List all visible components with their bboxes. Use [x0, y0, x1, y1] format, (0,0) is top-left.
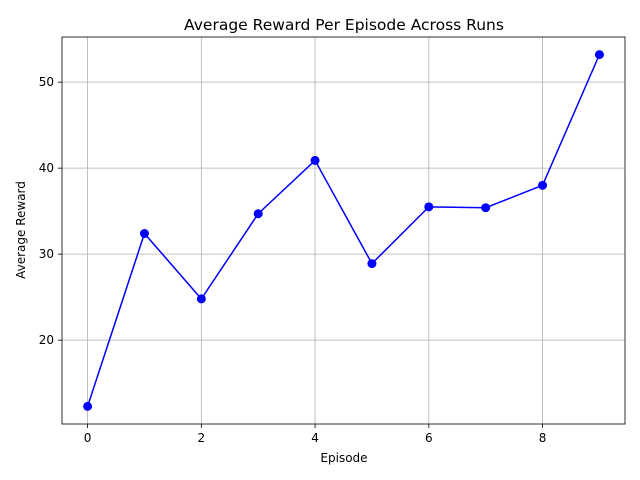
- series-layer: [83, 50, 604, 411]
- x-tick-label: 6: [425, 431, 433, 445]
- x-tick-label: 4: [311, 431, 319, 445]
- y-axis-label: Average Reward: [14, 181, 28, 279]
- series-line: [86, 54, 601, 407]
- y-tick-label: 20: [39, 333, 54, 347]
- data-point: [196, 294, 206, 304]
- x-tick-label: 0: [84, 431, 92, 445]
- x-axis-label: Episode: [320, 451, 367, 465]
- data-point: [594, 50, 604, 60]
- y-tick-label: 30: [39, 247, 54, 261]
- data-point: [538, 180, 548, 190]
- x-tick-label: 2: [198, 431, 206, 445]
- data-point: [83, 401, 93, 411]
- data-point: [253, 209, 263, 219]
- y-tick-label: 50: [39, 75, 54, 89]
- data-point: [139, 229, 149, 239]
- axes: 0 2 4 6 8 20 30 40 50: [39, 36, 626, 445]
- x-tick-label: 8: [539, 431, 547, 445]
- data-point: [424, 202, 434, 212]
- y-tick-label: 40: [39, 161, 54, 175]
- chart-title: Average Reward Per Episode Across Runs: [184, 16, 504, 34]
- data-point: [481, 203, 491, 213]
- data-point: [310, 155, 320, 165]
- grid: [62, 37, 625, 424]
- plot-frame: [61, 36, 626, 425]
- data-point: [367, 259, 377, 269]
